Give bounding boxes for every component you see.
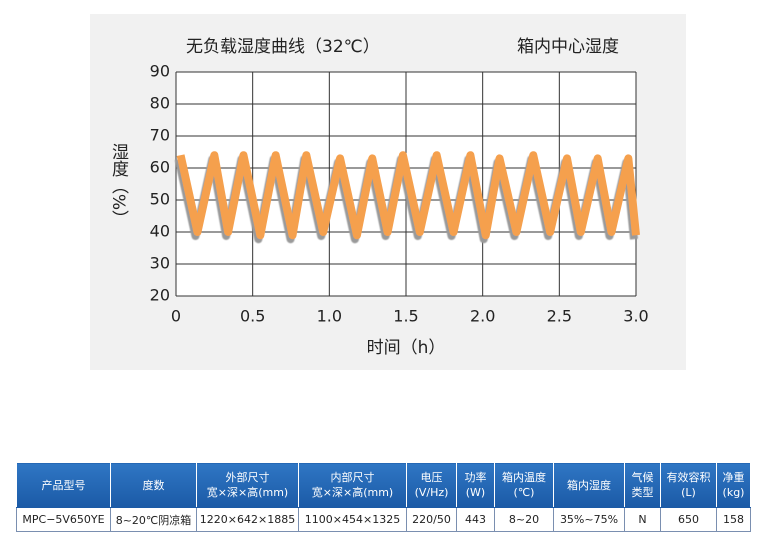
x-tick-label: 2.0 <box>470 307 495 326</box>
y-tick-label: 40 <box>150 222 170 241</box>
x-tick-label: 1.0 <box>317 307 342 326</box>
table-cell: N <box>624 507 661 532</box>
header-text: 类型 <box>631 486 654 499</box>
y-tick-label: 60 <box>150 158 170 177</box>
header-cell: 内部尺寸宽×深×高(mm) <box>298 462 407 508</box>
header-cell: 外部尺寸宽×深×高(mm) <box>196 462 299 508</box>
x-tick-label: 1.5 <box>393 307 418 326</box>
header-text: 箱内温度 <box>502 471 546 484</box>
header-text: (V/Hz) <box>414 486 449 499</box>
header-text: 外部尺寸 <box>225 471 270 484</box>
y-tick-label: 30 <box>150 254 170 273</box>
header-text: 度数 <box>142 478 165 492</box>
header-cell: 箱内温度 (℃) <box>494 462 554 508</box>
header-cell: 功率 (W) <box>456 462 495 508</box>
x-tick-label: 0 <box>171 307 181 326</box>
header-text: 宽×深×高(mm) <box>206 486 289 499</box>
table-cell: 158 <box>716 507 751 532</box>
header-text: (W) <box>465 486 486 499</box>
x-tick-label: 3.0 <box>623 307 648 326</box>
table-cell: 35%~75% <box>553 507 625 532</box>
y-tick-label: 50 <box>150 190 170 209</box>
y-tick-label: 20 <box>150 286 170 305</box>
header-text: 宽×深×高(mm) <box>311 486 394 499</box>
header-cell: 箱内湿度 <box>553 462 625 508</box>
x-tick-label: 0.5 <box>240 307 265 326</box>
x-tick-label: 2.5 <box>547 307 572 326</box>
y-tick-label: 90 <box>150 62 170 81</box>
table-cell: 220/50 <box>406 507 457 532</box>
spec-table: 产品型号 度数 外部尺寸 宽×深×高(mm) 内部尺寸 宽×深×高(mm) 电压 (V/Hz)… <box>16 462 751 532</box>
header-text: 产品型号 <box>41 478 86 492</box>
table-cell: 1100×454×1325 <box>298 507 407 532</box>
y-axis-label: 湿度（%） <box>108 143 129 227</box>
table-cell: 8~20℃阴凉箱 <box>110 507 197 532</box>
data-line <box>176 151 640 240</box>
header-text: 功率 <box>464 471 487 484</box>
chart: 无负载湿度曲线（32℃） 湿度（%） 时间（h） 20 30 40 50 60 70 80 9… <box>90 14 686 370</box>
header-text: 净重 <box>722 471 745 484</box>
header-text: 电压 <box>420 471 443 484</box>
legend-label: 箱内中心湿度 <box>517 37 619 57</box>
table-cell: MPC−5V650YE <box>16 507 111 532</box>
header-text: 气候 <box>631 471 654 484</box>
header-text: 内部尺寸 <box>330 471 375 484</box>
y-tick-label: 80 <box>150 94 170 113</box>
table-cell: 443 <box>456 507 495 532</box>
header-text: (L) <box>681 486 696 499</box>
table-cell: 8~20 <box>494 507 554 532</box>
header-text: (℃) <box>513 486 535 499</box>
header-cell: 产品型号 <box>16 462 111 508</box>
table-row: MPC−5V650YE 8~20℃阴凉箱 1220×642×1885 1100×454… <box>16 507 751 532</box>
table-cell: 650 <box>660 507 717 532</box>
header-text: 箱内湿度 <box>567 478 611 492</box>
chart-title: 无负载湿度曲线（32℃） <box>186 37 380 57</box>
y-tick-label: 70 <box>150 126 170 145</box>
header-cell: 净重 (kg) <box>716 462 751 508</box>
header-cell: 气候 类型 <box>624 462 661 508</box>
header-text: (kg) <box>722 486 745 499</box>
header-cell: 电压 (V/Hz) <box>406 462 457 508</box>
header-cell: 度数 <box>110 462 197 508</box>
x-axis-label: 时间（h） <box>367 338 446 358</box>
header-cell: 有效容积 (L) <box>660 462 717 508</box>
table-cell: 1220×642×1885 <box>196 507 299 532</box>
header-text: 有效容积 <box>666 471 711 484</box>
